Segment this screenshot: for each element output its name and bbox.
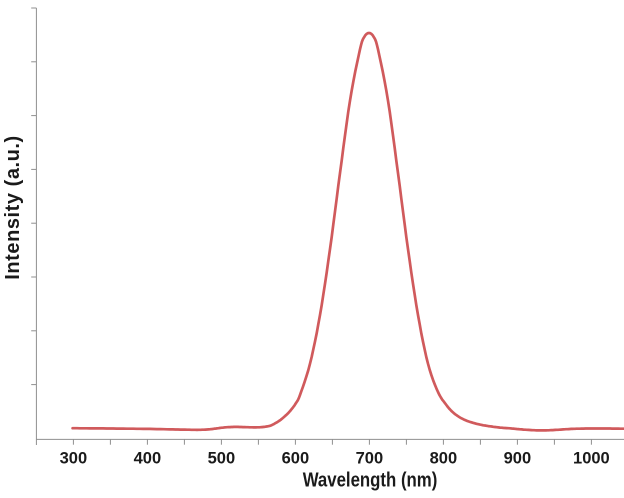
svg-text:600: 600	[282, 450, 310, 468]
svg-text:1000: 1000	[573, 450, 610, 468]
svg-text:500: 500	[208, 450, 236, 468]
svg-text:900: 900	[504, 450, 532, 468]
svg-text:400: 400	[134, 450, 162, 468]
svg-text:700: 700	[356, 450, 384, 468]
svg-text:800: 800	[430, 450, 458, 468]
svg-text:300: 300	[60, 450, 88, 468]
svg-text:Wavelength (nm): Wavelength (nm)	[303, 468, 438, 491]
svg-text:Intensity (a.u.): Intensity (a.u.)	[2, 135, 24, 279]
